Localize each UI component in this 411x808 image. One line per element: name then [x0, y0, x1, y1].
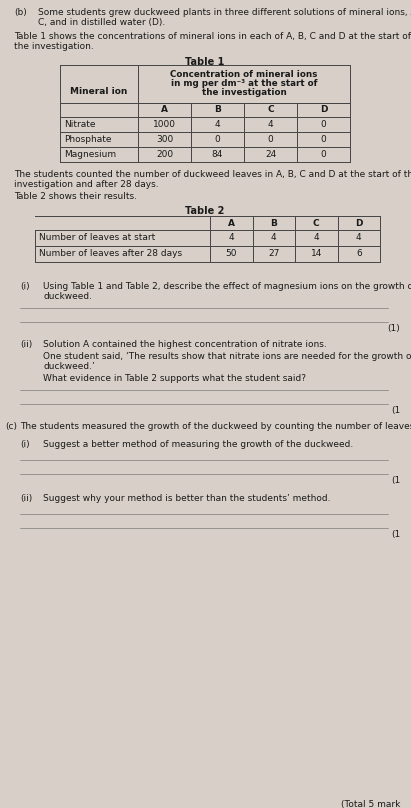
- Text: (i): (i): [20, 440, 30, 449]
- Text: Phosphate: Phosphate: [64, 135, 111, 144]
- Text: (1: (1: [391, 406, 400, 415]
- Text: The students counted the number of duckweed leaves in A, B, C and D at the start: The students counted the number of duckw…: [14, 170, 411, 179]
- Text: (Total 5 mark: (Total 5 mark: [341, 800, 400, 808]
- Text: 50: 50: [226, 250, 237, 259]
- Text: Magnesium: Magnesium: [64, 150, 116, 159]
- Text: duckweed.: duckweed.: [43, 292, 92, 301]
- Text: (ii): (ii): [20, 340, 32, 349]
- Text: 14: 14: [311, 250, 322, 259]
- Text: investigation and after 28 days.: investigation and after 28 days.: [14, 180, 159, 189]
- Text: D: D: [320, 106, 327, 115]
- Text: 84: 84: [212, 150, 223, 159]
- Text: (ii): (ii): [20, 494, 32, 503]
- Text: Table 2 shows their results.: Table 2 shows their results.: [14, 192, 137, 201]
- Text: Nitrate: Nitrate: [64, 120, 95, 129]
- Text: the investigation.: the investigation.: [14, 42, 94, 51]
- Text: What evidence in Table 2 supports what the student said?: What evidence in Table 2 supports what t…: [43, 374, 306, 383]
- Text: (b): (b): [14, 8, 27, 17]
- Text: D: D: [355, 218, 363, 228]
- Text: 27: 27: [268, 250, 279, 259]
- Text: Table 1 shows the concentrations of mineral ions in each of A, B, C and D at the: Table 1 shows the concentrations of mine…: [14, 32, 411, 41]
- Text: (c): (c): [5, 422, 17, 431]
- Text: C: C: [313, 218, 320, 228]
- Text: 4: 4: [314, 234, 319, 242]
- Text: (i): (i): [20, 282, 30, 291]
- Text: Suggest a better method of measuring the growth of the duckweed.: Suggest a better method of measuring the…: [43, 440, 353, 449]
- Text: 1000: 1000: [153, 120, 176, 129]
- Text: Table 1: Table 1: [185, 57, 225, 67]
- Text: 200: 200: [156, 150, 173, 159]
- Text: 4: 4: [229, 234, 234, 242]
- Text: Suggest why your method is better than the students’ method.: Suggest why your method is better than t…: [43, 494, 330, 503]
- Text: Using Table 1 and Table 2, describe the effect of magnesium ions on the growth o: Using Table 1 and Table 2, describe the …: [43, 282, 411, 291]
- Text: (1): (1): [387, 324, 400, 333]
- Text: 0: 0: [321, 120, 326, 129]
- Text: (1: (1: [391, 476, 400, 485]
- Text: 0: 0: [321, 150, 326, 159]
- Text: the investigation: the investigation: [202, 88, 286, 97]
- Text: A: A: [161, 106, 168, 115]
- Text: 0: 0: [215, 135, 220, 144]
- Text: B: B: [214, 106, 221, 115]
- Text: C: C: [267, 106, 274, 115]
- Text: Solution A contained the highest concentration of nitrate ions.: Solution A contained the highest concent…: [43, 340, 327, 349]
- Text: C, and in distilled water (D).: C, and in distilled water (D).: [38, 18, 165, 27]
- Text: The students measured the growth of the duckweed by counting the number of leave: The students measured the growth of the …: [20, 422, 411, 431]
- Text: 24: 24: [265, 150, 276, 159]
- Text: Number of leaves after 28 days: Number of leaves after 28 days: [39, 250, 182, 259]
- Text: 300: 300: [156, 135, 173, 144]
- Text: 0: 0: [321, 135, 326, 144]
- Text: Mineral ion: Mineral ion: [70, 86, 128, 95]
- Text: B: B: [270, 218, 277, 228]
- Text: Table 2: Table 2: [185, 206, 225, 216]
- Text: Number of leaves at start: Number of leaves at start: [39, 234, 155, 242]
- Text: A: A: [228, 218, 235, 228]
- Text: in mg per dm⁻³ at the start of: in mg per dm⁻³ at the start of: [171, 79, 317, 88]
- Text: 6: 6: [356, 250, 362, 259]
- Text: One student said, ‘The results show that nitrate ions are needed for the growth : One student said, ‘The results show that…: [43, 352, 411, 361]
- Text: 4: 4: [215, 120, 220, 129]
- Text: Some students grew duckweed plants in three different solutions of mineral ions,: Some students grew duckweed plants in th…: [38, 8, 411, 17]
- Text: 4: 4: [271, 234, 277, 242]
- Text: 0: 0: [268, 135, 273, 144]
- Text: (1: (1: [391, 530, 400, 539]
- Text: 4: 4: [356, 234, 362, 242]
- Text: Concentration of mineral ions: Concentration of mineral ions: [170, 70, 318, 79]
- Text: 4: 4: [268, 120, 273, 129]
- Text: duckweed.’: duckweed.’: [43, 362, 95, 371]
